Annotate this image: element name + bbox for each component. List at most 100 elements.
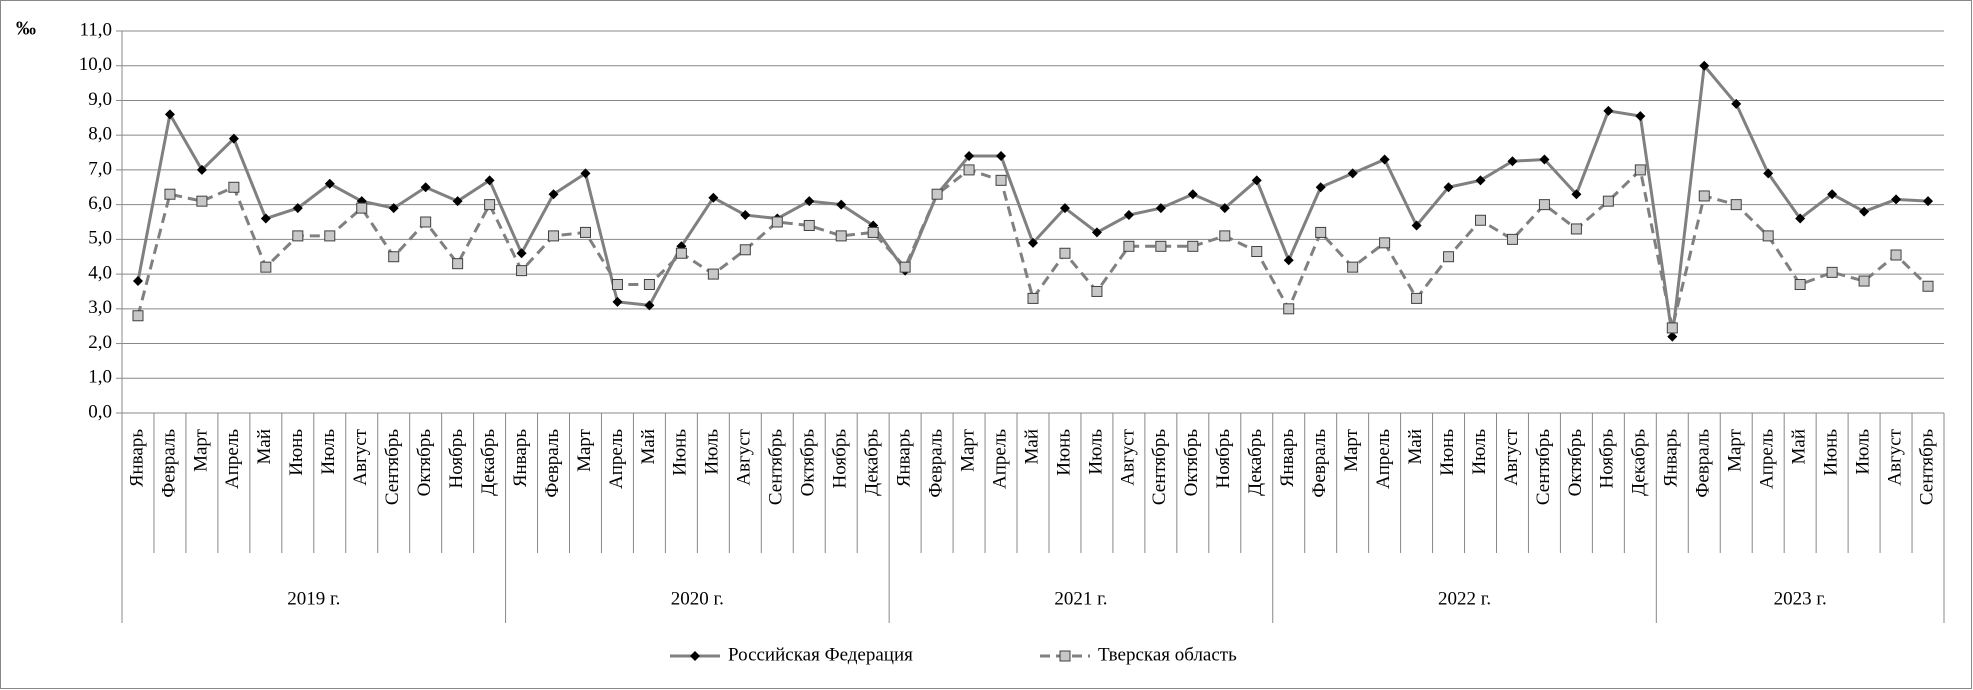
x-tick-label: Июль bbox=[702, 429, 723, 475]
x-tick-label: Июль bbox=[1852, 429, 1873, 475]
x-tick-label: Апрель bbox=[606, 429, 627, 489]
x-tick-label: Май bbox=[1405, 429, 1426, 465]
point bbox=[1123, 210, 1134, 221]
x-tick-label: Апрель bbox=[989, 429, 1010, 489]
point bbox=[1698, 190, 1710, 202]
x-tick-label: Июнь bbox=[1437, 429, 1458, 476]
point bbox=[1666, 322, 1678, 334]
point bbox=[1506, 233, 1518, 245]
legend-marker bbox=[690, 651, 700, 661]
point bbox=[1667, 331, 1678, 342]
point bbox=[931, 188, 943, 200]
point bbox=[579, 226, 591, 238]
series-line bbox=[136, 166, 1930, 329]
x-tick-label: Февраль bbox=[925, 429, 946, 498]
x-tick-label: Октябрь bbox=[798, 429, 819, 497]
point bbox=[228, 133, 239, 144]
point bbox=[1347, 261, 1359, 273]
point bbox=[1219, 230, 1231, 242]
point bbox=[1251, 175, 1262, 186]
x-tick-label: Апрель bbox=[1757, 429, 1778, 489]
x-tick-label: Февраль bbox=[1693, 429, 1714, 498]
group-label: 2021 г. bbox=[1054, 588, 1107, 609]
point bbox=[196, 195, 208, 207]
point bbox=[1634, 164, 1646, 176]
x-tick-label: Октябрь bbox=[1181, 429, 1202, 497]
point bbox=[132, 276, 143, 287]
point bbox=[1411, 292, 1423, 304]
point bbox=[1475, 214, 1487, 226]
x-tick-label: Октябрь bbox=[1565, 429, 1586, 497]
point bbox=[996, 151, 1007, 162]
point bbox=[1059, 247, 1071, 259]
point bbox=[324, 230, 336, 242]
x-tick-label: Ноябрь bbox=[1213, 429, 1234, 489]
y-tick-label: 2,0 bbox=[88, 332, 112, 353]
point bbox=[420, 182, 431, 193]
point bbox=[1443, 251, 1455, 263]
group-label: 2020 г. bbox=[671, 588, 724, 609]
point bbox=[899, 261, 911, 273]
x-tick-label: Октябрь bbox=[414, 429, 435, 497]
point bbox=[1219, 203, 1230, 214]
x-tick-label: Май bbox=[1021, 429, 1042, 465]
point bbox=[1028, 237, 1038, 248]
point bbox=[292, 203, 303, 214]
point bbox=[835, 230, 847, 242]
point bbox=[1187, 189, 1198, 200]
x-tick-label: Август bbox=[734, 428, 755, 485]
point bbox=[836, 199, 847, 210]
x-tick-label: Сентябрь bbox=[766, 429, 787, 505]
point bbox=[1027, 292, 1039, 304]
x-tick-label: Май bbox=[254, 429, 275, 465]
point bbox=[1507, 156, 1518, 167]
y-tick-label: 6,0 bbox=[88, 193, 112, 214]
point bbox=[1443, 182, 1454, 193]
x-tick-label: Декабрь bbox=[478, 429, 499, 496]
point bbox=[1794, 279, 1806, 291]
point bbox=[1155, 240, 1167, 252]
point bbox=[1602, 195, 1614, 207]
point bbox=[452, 258, 464, 270]
point bbox=[1890, 249, 1902, 261]
point bbox=[1347, 168, 1358, 179]
point bbox=[484, 199, 496, 211]
group-label: 2019 г. bbox=[287, 588, 340, 609]
point bbox=[995, 174, 1007, 186]
point bbox=[132, 310, 144, 322]
point bbox=[739, 244, 751, 256]
x-tick-label: Июнь bbox=[1820, 429, 1841, 476]
point bbox=[548, 230, 560, 242]
point bbox=[1730, 199, 1742, 211]
point bbox=[1538, 199, 1550, 211]
point bbox=[1251, 246, 1263, 258]
point bbox=[1187, 240, 1199, 252]
point bbox=[1731, 98, 1742, 109]
point bbox=[611, 279, 623, 291]
x-tick-label: Ноябрь bbox=[446, 429, 467, 489]
point bbox=[388, 251, 400, 263]
y-tick-label: 11,0 bbox=[79, 19, 112, 40]
point bbox=[1123, 240, 1135, 252]
point bbox=[420, 216, 432, 228]
y-tick-label: 10,0 bbox=[79, 54, 112, 75]
point bbox=[1923, 196, 1934, 207]
point bbox=[675, 247, 687, 259]
point bbox=[804, 196, 815, 207]
x-tick-label: Апрель bbox=[222, 429, 243, 489]
point bbox=[1283, 303, 1295, 315]
x-tick-label: Декабрь bbox=[1629, 429, 1650, 496]
y-tick-label: 4,0 bbox=[88, 262, 112, 283]
x-tick-label: Январь bbox=[1661, 429, 1682, 487]
x-tick-label: Июль bbox=[1469, 429, 1490, 475]
point bbox=[292, 230, 304, 242]
point bbox=[1571, 189, 1582, 200]
point bbox=[803, 219, 815, 231]
point bbox=[1379, 237, 1391, 249]
x-tick-label: Июнь bbox=[286, 429, 307, 476]
point bbox=[1091, 227, 1102, 238]
y-tick-label: 8,0 bbox=[88, 124, 112, 145]
x-tick-label: Март bbox=[574, 428, 595, 472]
point bbox=[452, 196, 463, 207]
